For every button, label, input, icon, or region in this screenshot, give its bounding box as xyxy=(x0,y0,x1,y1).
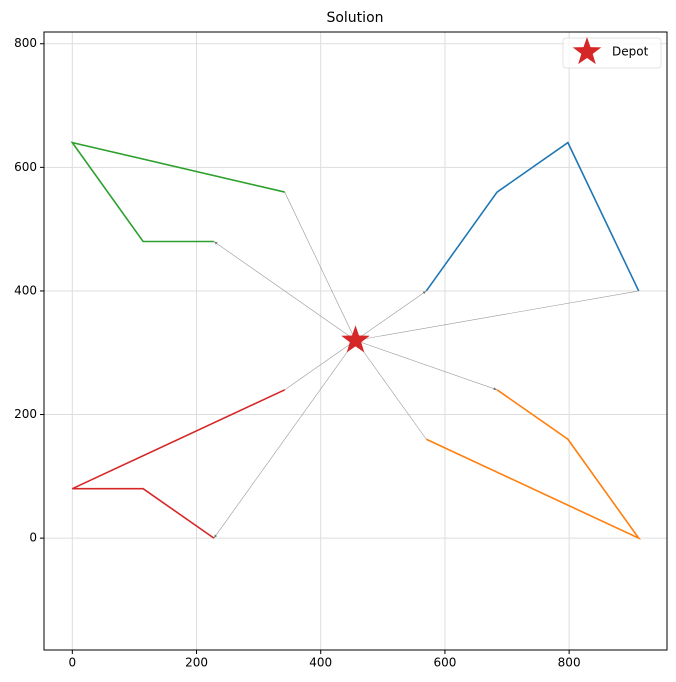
y-tick-label: 600 xyxy=(14,160,37,174)
depot-link xyxy=(355,290,639,341)
depot-link xyxy=(213,241,356,341)
route-line xyxy=(70,141,285,243)
legend-marker xyxy=(572,37,602,65)
route-line xyxy=(425,389,642,541)
y-tick-label: 800 xyxy=(14,36,37,50)
chart-title: Solution xyxy=(326,10,383,26)
depot-link xyxy=(284,340,356,391)
y-tick-label: 400 xyxy=(14,283,37,297)
legend-label: Depot xyxy=(612,45,649,59)
depot-link xyxy=(284,191,356,341)
depot-marker xyxy=(341,325,370,353)
route-line xyxy=(71,389,286,539)
depot-link xyxy=(355,340,498,391)
x-tick-label: 0 xyxy=(68,656,76,670)
depot-link xyxy=(355,290,427,341)
x-tick-label: 800 xyxy=(558,656,581,670)
route-line xyxy=(425,141,640,292)
y-tick-label: 200 xyxy=(14,407,37,421)
plot-frame xyxy=(43,31,668,651)
x-tick-label: 200 xyxy=(185,656,208,670)
depot-link xyxy=(213,340,356,539)
depot-link xyxy=(355,340,427,440)
x-tick-label: 400 xyxy=(309,656,332,670)
x-tick-label: 600 xyxy=(433,656,456,670)
y-tick-label: 0 xyxy=(29,531,37,545)
